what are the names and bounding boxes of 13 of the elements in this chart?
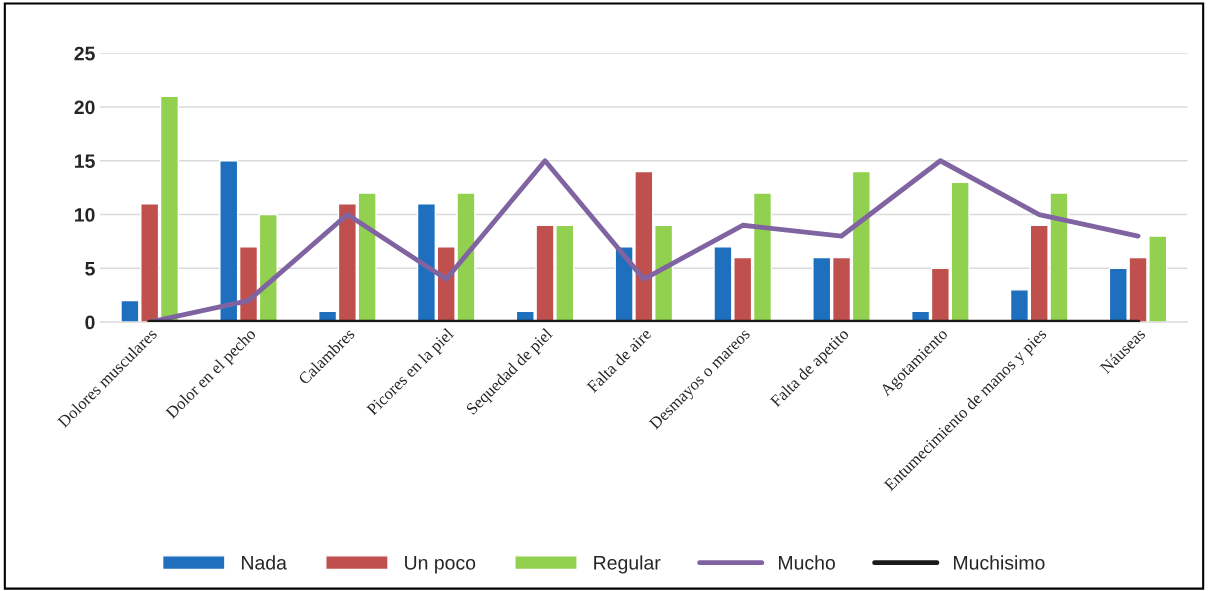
legend-label: Regular bbox=[594, 555, 661, 574]
legend-label: Muchisimo bbox=[954, 555, 1045, 570]
legend-label: Nada bbox=[242, 555, 287, 570]
line-series bbox=[147, 158, 1141, 323]
y-tick-label: 15 bbox=[75, 154, 95, 168]
legend-label: Mucho bbox=[779, 555, 835, 570]
y-tick-label: 25 bbox=[74, 46, 95, 61]
y-tick-label: 5 bbox=[85, 261, 95, 276]
legend-label: Un poco bbox=[405, 556, 476, 574]
y-tick-label: 10 bbox=[75, 208, 95, 222]
y-tick-label: 20 bbox=[74, 100, 95, 115]
y-tick-label: 0 bbox=[85, 315, 95, 330]
x-tick-label: Falta de aire bbox=[585, 327, 652, 394]
